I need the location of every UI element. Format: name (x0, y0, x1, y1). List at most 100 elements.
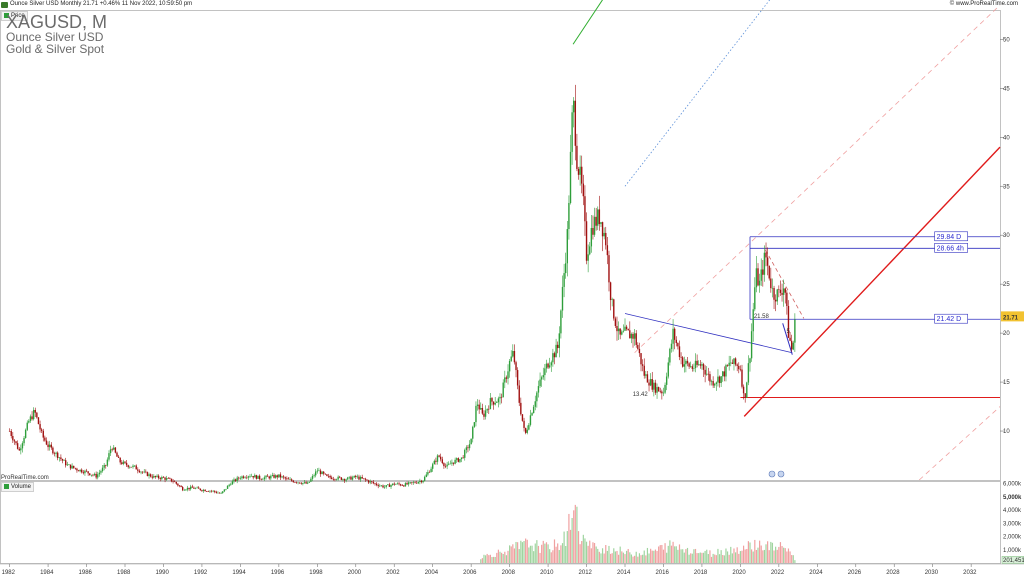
price-candle-body (425, 474, 427, 477)
price-candle-body (548, 365, 551, 368)
volume-bar (587, 545, 589, 563)
price-candle-body (497, 398, 500, 403)
price-candle-body (103, 464, 105, 468)
volume-bar (510, 546, 512, 563)
volume-panel-frame (0, 481, 1001, 564)
price-candle-body (431, 464, 434, 469)
price-candle-body (68, 464, 70, 466)
time-tick-label: 1988 (117, 570, 131, 576)
volume-bar (622, 552, 624, 563)
price-candle-body (760, 269, 762, 281)
price-candle-body (681, 357, 684, 367)
price-candle-body (630, 333, 633, 339)
price-candle-body (742, 386, 745, 394)
price-candle-body (723, 371, 726, 377)
volume-bar (789, 551, 791, 563)
volume-bar (645, 555, 647, 563)
price-candle-body (358, 476, 360, 480)
price-candle-body (581, 166, 583, 184)
volume-bar (794, 560, 796, 563)
price-candle-body (247, 476, 250, 478)
volume-bar (776, 549, 778, 563)
volume-bar (505, 555, 508, 563)
price-candle-body (694, 360, 697, 369)
price-candle-body (544, 368, 546, 376)
time-tick-label: 1994 (232, 570, 246, 576)
price-candle-body (395, 484, 397, 485)
price-candle-body (573, 100, 575, 113)
price-candle-body (446, 464, 448, 467)
price-candle-body (331, 477, 333, 480)
volume-bar (678, 544, 681, 563)
volume-bar (746, 548, 748, 563)
volume-bar (603, 553, 605, 563)
price-candle-body (108, 453, 110, 460)
zoom-out-icon (777, 470, 785, 478)
price-candle-body (444, 466, 447, 467)
volume-bar (677, 549, 679, 563)
price-candle-body (616, 325, 618, 332)
price-candle-body (794, 319, 796, 343)
volume-bar (526, 539, 528, 563)
price-candle-body (201, 490, 203, 492)
level-2142-label: 21.42 D (937, 316, 962, 323)
price-candle-body (712, 381, 714, 386)
price-candle-body (597, 209, 599, 226)
price-candle-body (281, 476, 283, 478)
price-candle-body (443, 463, 445, 467)
price-candle-body (784, 288, 786, 293)
volume-bar (784, 548, 786, 563)
price-panel-label[interactable]: Price (1, 11, 28, 21)
price-candle-body (202, 489, 205, 492)
volume-bar (517, 542, 519, 563)
last-price-label: 21.71 (1003, 315, 1019, 321)
volume-bar (635, 551, 637, 563)
price-candle-body (632, 333, 634, 339)
price-candle-body (504, 377, 506, 383)
volume-bar (611, 553, 613, 563)
volume-bar (787, 548, 790, 563)
price-candle-body (89, 473, 91, 476)
volume-bar (739, 551, 741, 563)
volume-bar (624, 554, 626, 563)
volume-bar (643, 550, 645, 563)
price-candle-body (20, 448, 22, 451)
price-candle-body (526, 429, 528, 433)
volume-bar (609, 553, 612, 563)
price-candle-body (50, 444, 52, 448)
price-candle-body (606, 245, 609, 256)
volume-bar (528, 547, 530, 563)
volume-last-label: 201,451 (1003, 558, 1024, 564)
volume-bar (621, 551, 623, 563)
volume-bar (747, 541, 749, 563)
price-candle-body (401, 485, 403, 486)
price-candle-body (480, 408, 482, 410)
volume-bar (529, 545, 532, 563)
price-candle-body (574, 100, 577, 146)
price-candle-body (755, 268, 758, 288)
price-candle-body (609, 282, 612, 301)
price-candle-body (303, 482, 306, 483)
time-tick-label: 2008 (502, 570, 516, 576)
price-candle-body (106, 459, 109, 466)
price-candle-body (350, 476, 352, 480)
price-candle-body (71, 465, 73, 469)
volume-bar (734, 552, 737, 563)
time-tick-label: 2002 (386, 570, 400, 576)
price-candle-body (188, 487, 190, 490)
price-series (8, 84, 796, 494)
price-candle-body (8, 431, 11, 432)
price-candle-body (770, 278, 772, 289)
time-tick-label: 1992 (194, 570, 208, 576)
volume-panel-label[interactable]: Volume (1, 482, 35, 492)
price-candle-body (218, 492, 221, 494)
volume-bar (733, 548, 735, 563)
price-candle-body (298, 482, 301, 484)
time-tick-label: 1990 (155, 570, 169, 576)
price-candle-body (521, 414, 524, 421)
price-candle-body (228, 484, 230, 486)
volume-bar (792, 555, 794, 563)
price-candle-body (295, 482, 298, 483)
volume-bar (629, 552, 631, 563)
